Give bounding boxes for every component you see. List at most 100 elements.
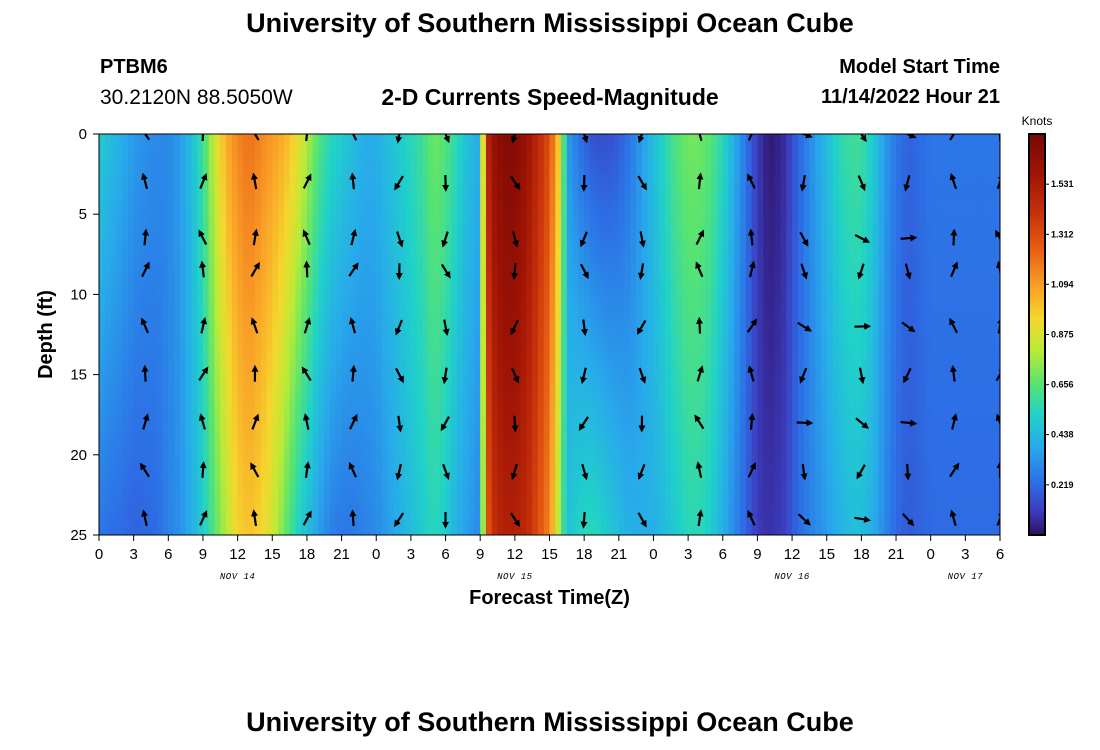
heatmap-cell xyxy=(127,158,135,167)
heatmap-cell xyxy=(601,454,608,464)
heatmap-cell xyxy=(382,374,389,384)
heatmap-cell xyxy=(509,310,516,320)
heatmap-cell xyxy=(110,318,117,328)
heatmap-cell xyxy=(301,286,308,295)
heatmap-cell xyxy=(451,526,458,535)
heatmap-cell xyxy=(566,254,574,263)
heatmap-cell xyxy=(439,510,447,520)
heatmap-cell xyxy=(474,222,481,231)
heatmap-cell xyxy=(191,150,198,159)
heatmap-cell xyxy=(601,278,608,287)
heatmap-cell xyxy=(231,358,239,368)
heatmap-cell xyxy=(659,198,666,207)
heatmap-cell xyxy=(647,502,655,512)
heatmap-cell xyxy=(318,262,325,271)
heatmap-cell xyxy=(358,494,366,504)
heatmap-cell xyxy=(220,526,227,535)
heatmap-cell xyxy=(653,470,660,480)
heatmap-cell xyxy=(289,318,296,328)
heatmap-cell xyxy=(150,438,158,448)
heatmap-cell xyxy=(387,430,395,440)
heatmap-cell xyxy=(572,190,579,199)
heatmap-cell xyxy=(376,278,383,287)
heatmap-cell xyxy=(243,438,250,448)
heatmap-cell xyxy=(202,302,210,312)
heatmap-cell xyxy=(295,214,302,223)
heatmap-cell xyxy=(324,198,331,207)
heatmap-cell xyxy=(474,182,481,191)
heatmap-cell xyxy=(520,286,527,295)
heatmap-cell xyxy=(358,310,366,320)
heatmap-cell xyxy=(532,446,539,456)
heatmap-cell xyxy=(185,334,193,344)
heatmap-cell xyxy=(301,246,308,255)
heatmap-cell xyxy=(347,326,354,336)
heatmap-cell xyxy=(272,478,279,488)
heatmap-cell xyxy=(104,222,112,231)
heatmap-cell xyxy=(526,318,533,328)
heatmap-cell xyxy=(589,446,597,456)
heatmap-cell xyxy=(578,254,585,263)
heatmap-cell xyxy=(104,486,112,496)
heatmap-cell xyxy=(584,478,591,488)
heatmap-cell xyxy=(249,254,256,263)
heatmap-cell xyxy=(139,246,146,255)
heatmap-cell xyxy=(185,478,193,488)
heatmap-cell xyxy=(422,358,429,368)
heatmap-cell xyxy=(665,414,672,424)
heatmap-cell xyxy=(145,486,152,496)
heatmap-cell xyxy=(399,214,406,223)
heatmap-cell xyxy=(226,326,233,336)
heatmap-cell xyxy=(156,478,164,488)
heatmap-cell xyxy=(428,510,435,520)
heatmap-cell xyxy=(630,502,637,512)
heatmap-cell xyxy=(266,366,273,376)
heatmap-cell xyxy=(364,190,372,199)
heatmap-cell xyxy=(589,478,597,488)
heatmap-cell xyxy=(428,350,435,360)
heatmap-cell xyxy=(99,502,106,512)
heatmap-cell xyxy=(462,302,470,312)
heatmap-cell xyxy=(457,470,464,480)
heatmap-cell xyxy=(578,510,585,520)
heatmap-cell xyxy=(451,238,458,247)
heatmap-cell xyxy=(353,494,360,504)
heatmap-cell xyxy=(595,478,603,488)
heatmap-cell xyxy=(272,430,279,440)
heatmap-cell xyxy=(370,190,377,199)
heatmap-cell xyxy=(445,238,452,247)
heatmap-cell xyxy=(647,230,655,239)
heatmap-cell xyxy=(220,510,227,520)
heatmap-cell xyxy=(659,470,666,480)
heatmap-cell xyxy=(503,222,510,231)
heatmap-cell xyxy=(156,526,164,535)
heatmap-cell xyxy=(613,174,620,183)
heatmap-cell xyxy=(122,470,129,480)
heatmap-cell xyxy=(145,406,152,416)
heatmap-cell xyxy=(318,198,325,207)
heatmap-cell xyxy=(191,526,198,535)
heatmap-cell xyxy=(462,262,470,271)
heatmap-cell xyxy=(254,454,262,464)
heatmap-cell xyxy=(433,470,441,480)
heatmap-cell xyxy=(624,374,631,384)
heatmap-cell xyxy=(197,382,204,392)
heatmap-cell xyxy=(399,526,406,535)
heatmap-cell xyxy=(335,446,343,456)
heatmap-cell xyxy=(312,390,320,400)
heatmap-cell xyxy=(139,350,146,360)
heatmap-cell xyxy=(260,382,268,392)
heatmap-cell xyxy=(376,318,383,328)
heatmap-cell xyxy=(451,510,458,520)
heatmap-cell xyxy=(428,214,435,223)
heatmap-cell xyxy=(462,166,470,175)
heatmap-cell xyxy=(99,390,106,400)
heatmap-cell xyxy=(249,310,256,320)
heatmap-cell xyxy=(532,406,539,416)
heatmap-cell xyxy=(543,246,551,255)
heatmap-cell xyxy=(543,158,551,167)
heatmap-cell xyxy=(168,166,175,175)
heatmap-cell xyxy=(197,526,204,535)
heatmap-cell xyxy=(647,158,655,167)
heatmap-cell xyxy=(549,286,556,295)
